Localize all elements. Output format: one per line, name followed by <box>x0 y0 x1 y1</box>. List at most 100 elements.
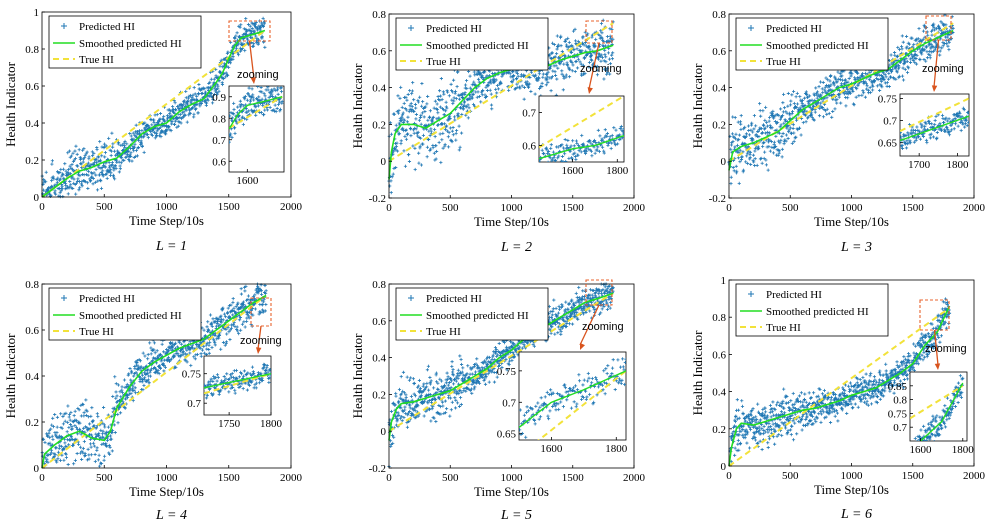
predicted-hi-point <box>400 105 404 109</box>
predicted-hi-point <box>830 115 834 119</box>
predicted-hi-point <box>157 120 161 124</box>
predicted-hi-point <box>133 386 137 390</box>
predicted-hi-point <box>127 155 131 159</box>
predicted-hi-point <box>925 50 929 54</box>
predicted-hi-point <box>102 142 107 146</box>
predicted-hi-point <box>737 181 741 185</box>
predicted-hi-point <box>896 45 900 50</box>
predicted-hi-point <box>66 192 70 196</box>
predicted-hi-point <box>437 140 441 145</box>
predicted-hi-point <box>109 149 114 153</box>
predicted-hi-point <box>66 167 71 172</box>
predicted-hi-point <box>174 108 178 112</box>
predicted-hi-point <box>732 169 736 173</box>
predicted-hi-point <box>113 177 117 181</box>
x-tick-label: 0 <box>39 201 45 213</box>
predicted-hi-point <box>148 341 152 345</box>
x-tick-label: 1500 <box>218 472 241 484</box>
predicted-hi-point <box>108 434 113 438</box>
predicted-hi-point <box>423 109 427 114</box>
predicted-hi-point <box>768 115 772 119</box>
true-hi-line <box>41 29 266 198</box>
inset-predicted-point <box>251 95 255 99</box>
predicted-hi-point <box>88 422 92 426</box>
predicted-hi-point <box>737 133 742 137</box>
predicted-hi-point <box>55 415 60 419</box>
predicted-hi-point <box>786 104 790 108</box>
predicted-hi-point <box>414 112 419 117</box>
predicted-hi-point <box>412 381 417 385</box>
predicted-hi-point <box>70 427 74 431</box>
predicted-hi-point <box>117 160 121 164</box>
predicted-hi-point <box>863 95 867 99</box>
predicted-hi-point <box>56 457 60 461</box>
inset-predicted-point <box>280 99 284 103</box>
predicted-hi-point <box>450 98 454 102</box>
zoom-label: zooming <box>237 69 279 81</box>
predicted-hi-point <box>761 109 765 113</box>
predicted-hi-point <box>226 73 230 78</box>
predicted-hi-point <box>195 352 200 357</box>
y-tick-label: 0.6 <box>372 46 386 58</box>
predicted-hi-point <box>102 454 107 458</box>
predicted-hi-point <box>789 99 793 103</box>
predicted-hi-point <box>441 131 445 135</box>
predicted-hi-point <box>158 117 162 121</box>
x-tick-label: 500 <box>96 201 113 213</box>
predicted-hi-point <box>155 134 159 138</box>
predicted-hi-point <box>786 91 790 96</box>
inset-predicted-point <box>276 92 280 96</box>
inset-y-tick-label: 0.7 <box>522 108 536 120</box>
predicted-hi-point <box>93 459 97 464</box>
predicted-hi-point <box>69 183 73 187</box>
x-axis-label: Time Step/10s <box>474 214 549 229</box>
predicted-hi-point <box>191 93 195 97</box>
predicted-hi-point <box>780 155 784 159</box>
predicted-hi-point <box>396 111 401 115</box>
predicted-hi-point <box>445 106 449 110</box>
inset-predicted-point <box>230 118 234 122</box>
predicted-hi-point <box>448 126 452 130</box>
predicted-hi-point <box>158 111 163 116</box>
predicted-hi-point <box>178 112 182 117</box>
predicted-hi-point <box>479 100 483 104</box>
predicted-hi-point <box>86 447 90 451</box>
predicted-hi-point <box>419 113 423 117</box>
predicted-hi-point <box>492 380 497 384</box>
predicted-hi-point <box>466 364 470 368</box>
predicted-hi-point <box>74 144 78 148</box>
predicted-hi-point <box>409 134 413 138</box>
predicted-hi-point <box>86 161 90 165</box>
predicted-hi-point <box>211 97 215 102</box>
y-tick-label: 0.2 <box>372 119 386 131</box>
predicted-hi-point <box>411 144 415 148</box>
predicted-hi-point <box>170 122 174 126</box>
predicted-hi-point <box>466 103 470 107</box>
predicted-hi-point <box>868 86 872 90</box>
predicted-hi-point <box>69 154 74 158</box>
y-tick-label: -0.2 <box>709 193 726 205</box>
predicted-hi-point <box>169 128 173 133</box>
predicted-hi-point <box>455 401 460 405</box>
predicted-hi-point <box>783 106 787 110</box>
predicted-hi-point <box>202 87 206 91</box>
predicted-hi-point <box>81 160 85 164</box>
predicted-hi-point <box>203 99 207 103</box>
predicted-hi-point <box>225 332 229 336</box>
predicted-hi-point <box>928 56 932 60</box>
predicted-hi-point <box>434 143 438 148</box>
predicted-hi-point <box>473 73 477 77</box>
predicted-hi-point <box>781 101 785 105</box>
predicted-hi-point <box>206 98 210 102</box>
predicted-hi-point <box>94 157 98 161</box>
predicted-hi-point <box>234 46 239 50</box>
predicted-hi-point <box>930 33 934 37</box>
predicted-hi-point <box>428 134 432 138</box>
predicted-hi-point <box>99 179 103 183</box>
predicted-hi-point <box>142 150 146 155</box>
predicted-hi-point <box>112 175 116 179</box>
predicted-hi-point <box>134 123 138 127</box>
predicted-hi-point <box>239 292 244 296</box>
predicted-hi-point <box>208 313 213 317</box>
